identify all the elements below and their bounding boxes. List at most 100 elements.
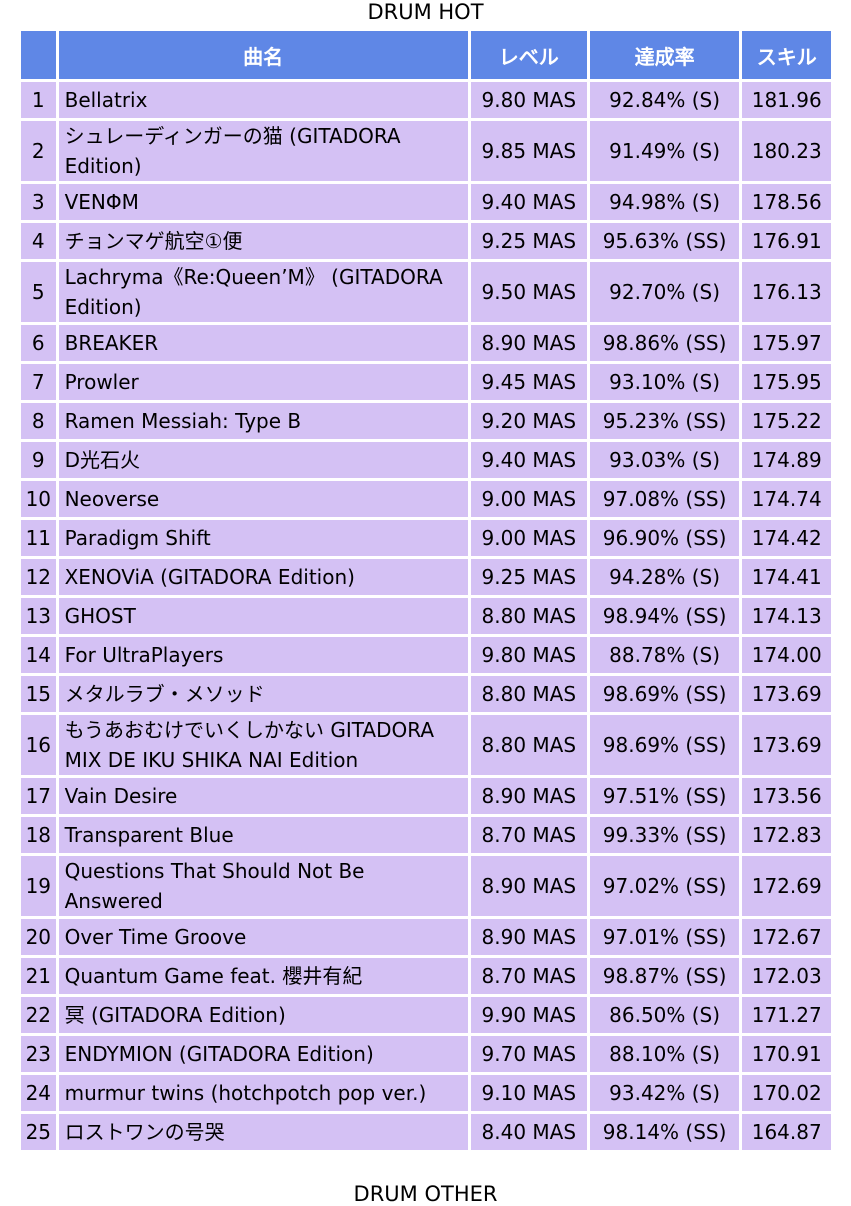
song-level: 8.40 MAS	[470, 1114, 587, 1150]
skill-value: 176.91	[742, 223, 831, 259]
song-title: VENΦM	[58, 184, 468, 220]
skill-value: 175.95	[742, 364, 831, 400]
header-song: 曲名	[58, 31, 468, 79]
song-level: 9.45 MAS	[470, 364, 587, 400]
row-number: 18	[21, 817, 56, 853]
table-row: 10 Neoverse 9.00 MAS 97.08% (SS) 174.74	[21, 481, 831, 517]
achievement-rate: 95.63% (SS)	[589, 223, 740, 259]
song-level: 8.80 MAS	[470, 598, 587, 634]
table-row: 9 D光石火 9.40 MAS 93.03% (S) 174.89	[21, 442, 831, 478]
song-title: シュレーディンガーの猫 (GITADORA Edition)	[58, 121, 468, 181]
song-level: 9.50 MAS	[470, 262, 587, 322]
skill-value: 173.56	[742, 778, 831, 814]
achievement-rate: 96.90% (SS)	[589, 520, 740, 556]
achievement-rate: 98.87% (SS)	[589, 958, 740, 994]
table-row: 14 For UltraPlayers 9.80 MAS 88.78% (S) 174.…	[21, 637, 831, 673]
song-title: もうあおむけでいくしかない GITADORA MIX DE IKU SHIKA …	[58, 715, 468, 775]
skill-value: 174.13	[742, 598, 831, 634]
achievement-rate: 97.51% (SS)	[589, 778, 740, 814]
song-title: Bellatrix	[58, 82, 468, 118]
skill-value: 174.74	[742, 481, 831, 517]
row-number: 19	[21, 856, 56, 916]
table-row: 18 Transparent Blue 8.70 MAS 99.33% (SS) 172…	[21, 817, 831, 853]
row-number: 22	[21, 997, 56, 1033]
song-level: 9.80 MAS	[470, 82, 587, 118]
row-number: 16	[21, 715, 56, 775]
next-section-title: DRUM OTHER	[353, 1182, 498, 1206]
song-level: 9.70 MAS	[470, 1036, 587, 1072]
song-title: メタルラブ・メソッド	[58, 676, 468, 712]
skill-value: 171.27	[742, 997, 831, 1033]
table-row: 4 チョンマゲ航空①便 9.25 MAS 95.63% (SS) 176.91	[21, 223, 831, 259]
song-level: 8.90 MAS	[470, 856, 587, 916]
achievement-rate: 98.86% (SS)	[589, 325, 740, 361]
table-row: 23 ENDYMION (GITADORA Edition) 9.70 MAS 88.…	[21, 1036, 831, 1072]
row-number: 2	[21, 121, 56, 181]
song-title: Lachryma《Re:Queen’M》 (GITADORA Edition)	[58, 262, 468, 322]
table-row: 17 Vain Desire 8.90 MAS 97.51% (SS) 173.56	[21, 778, 831, 814]
table-row: 24 murmur twins (hotchpotch pop ver.) 9.10…	[21, 1075, 831, 1111]
achievement-rate: 88.10% (S)	[589, 1036, 740, 1072]
song-title: Transparent Blue	[58, 817, 468, 853]
table-row: 7 Prowler 9.45 MAS 93.10% (S) 175.95	[21, 364, 831, 400]
song-title: Prowler	[58, 364, 468, 400]
section-title: DRUM HOT	[367, 0, 484, 24]
song-level: 8.80 MAS	[470, 676, 587, 712]
table-body: 1 Bellatrix 9.80 MAS 92.84% (S) 181.96 2 シュレーデ…	[21, 82, 831, 1150]
song-title: Quantum Game feat. 櫻井有紀	[58, 958, 468, 994]
row-number: 23	[21, 1036, 56, 1072]
song-level: 9.85 MAS	[470, 121, 587, 181]
skill-value: 170.91	[742, 1036, 831, 1072]
song-title: For UltraPlayers	[58, 637, 468, 673]
song-title: D光石火	[58, 442, 468, 478]
row-number: 6	[21, 325, 56, 361]
table-row: 19 Questions That Should Not Be Answered 8…	[21, 856, 831, 916]
row-number: 25	[21, 1114, 56, 1150]
song-level: 9.00 MAS	[470, 481, 587, 517]
row-number: 11	[21, 520, 56, 556]
song-title: ENDYMION (GITADORA Edition)	[58, 1036, 468, 1072]
song-title: Questions That Should Not Be Answered	[58, 856, 468, 916]
skill-value: 172.03	[742, 958, 831, 994]
table-row: 5 Lachryma《Re:Queen’M》 (GITADORA Edition)…	[21, 262, 831, 322]
song-level: 8.90 MAS	[470, 919, 587, 955]
song-title: ロストワンの号哭	[58, 1114, 468, 1150]
achievement-rate: 95.23% (SS)	[589, 403, 740, 439]
table-row: 8 Ramen Messiah: Type B 9.20 MAS 95.23% (SS…	[21, 403, 831, 439]
table-row: 22 冥 (GITADORA Edition) 9.90 MAS 86.50% (S)…	[21, 997, 831, 1033]
row-number: 12	[21, 559, 56, 595]
song-title: チョンマゲ航空①便	[58, 223, 468, 259]
skill-value: 178.56	[742, 184, 831, 220]
skill-value: 180.23	[742, 121, 831, 181]
achievement-rate: 93.10% (S)	[589, 364, 740, 400]
row-number: 17	[21, 778, 56, 814]
table-row: 13 GHOST 8.80 MAS 98.94% (SS) 174.13	[21, 598, 831, 634]
achievement-rate: 98.69% (SS)	[589, 676, 740, 712]
song-level: 9.10 MAS	[470, 1075, 587, 1111]
song-level: 9.40 MAS	[470, 184, 587, 220]
achievement-rate: 98.94% (SS)	[589, 598, 740, 634]
song-title: Paradigm Shift	[58, 520, 468, 556]
achievement-rate: 94.98% (S)	[589, 184, 740, 220]
row-number: 10	[21, 481, 56, 517]
song-level: 9.80 MAS	[470, 637, 587, 673]
song-level: 8.70 MAS	[470, 958, 587, 994]
skill-value: 164.87	[742, 1114, 831, 1150]
skill-value: 175.22	[742, 403, 831, 439]
skill-value: 176.13	[742, 262, 831, 322]
table-row: 11 Paradigm Shift 9.00 MAS 96.90% (SS) 174.4…	[21, 520, 831, 556]
row-number: 4	[21, 223, 56, 259]
achievement-rate: 88.78% (S)	[589, 637, 740, 673]
table-header-row: 曲名 レベル 達成率 スキル	[21, 31, 831, 79]
achievement-rate: 97.01% (SS)	[589, 919, 740, 955]
row-number: 20	[21, 919, 56, 955]
row-number: 3	[21, 184, 56, 220]
song-level: 8.90 MAS	[470, 325, 587, 361]
skill-table: 曲名 レベル 達成率 スキル 1 Bellatrix 9.80 MAS 92.84% …	[18, 28, 834, 1153]
row-number: 24	[21, 1075, 56, 1111]
achievement-rate: 94.28% (S)	[589, 559, 740, 595]
skill-value: 175.97	[742, 325, 831, 361]
song-title: Ramen Messiah: Type B	[58, 403, 468, 439]
achievement-rate: 93.03% (S)	[589, 442, 740, 478]
achievement-rate: 97.08% (SS)	[589, 481, 740, 517]
